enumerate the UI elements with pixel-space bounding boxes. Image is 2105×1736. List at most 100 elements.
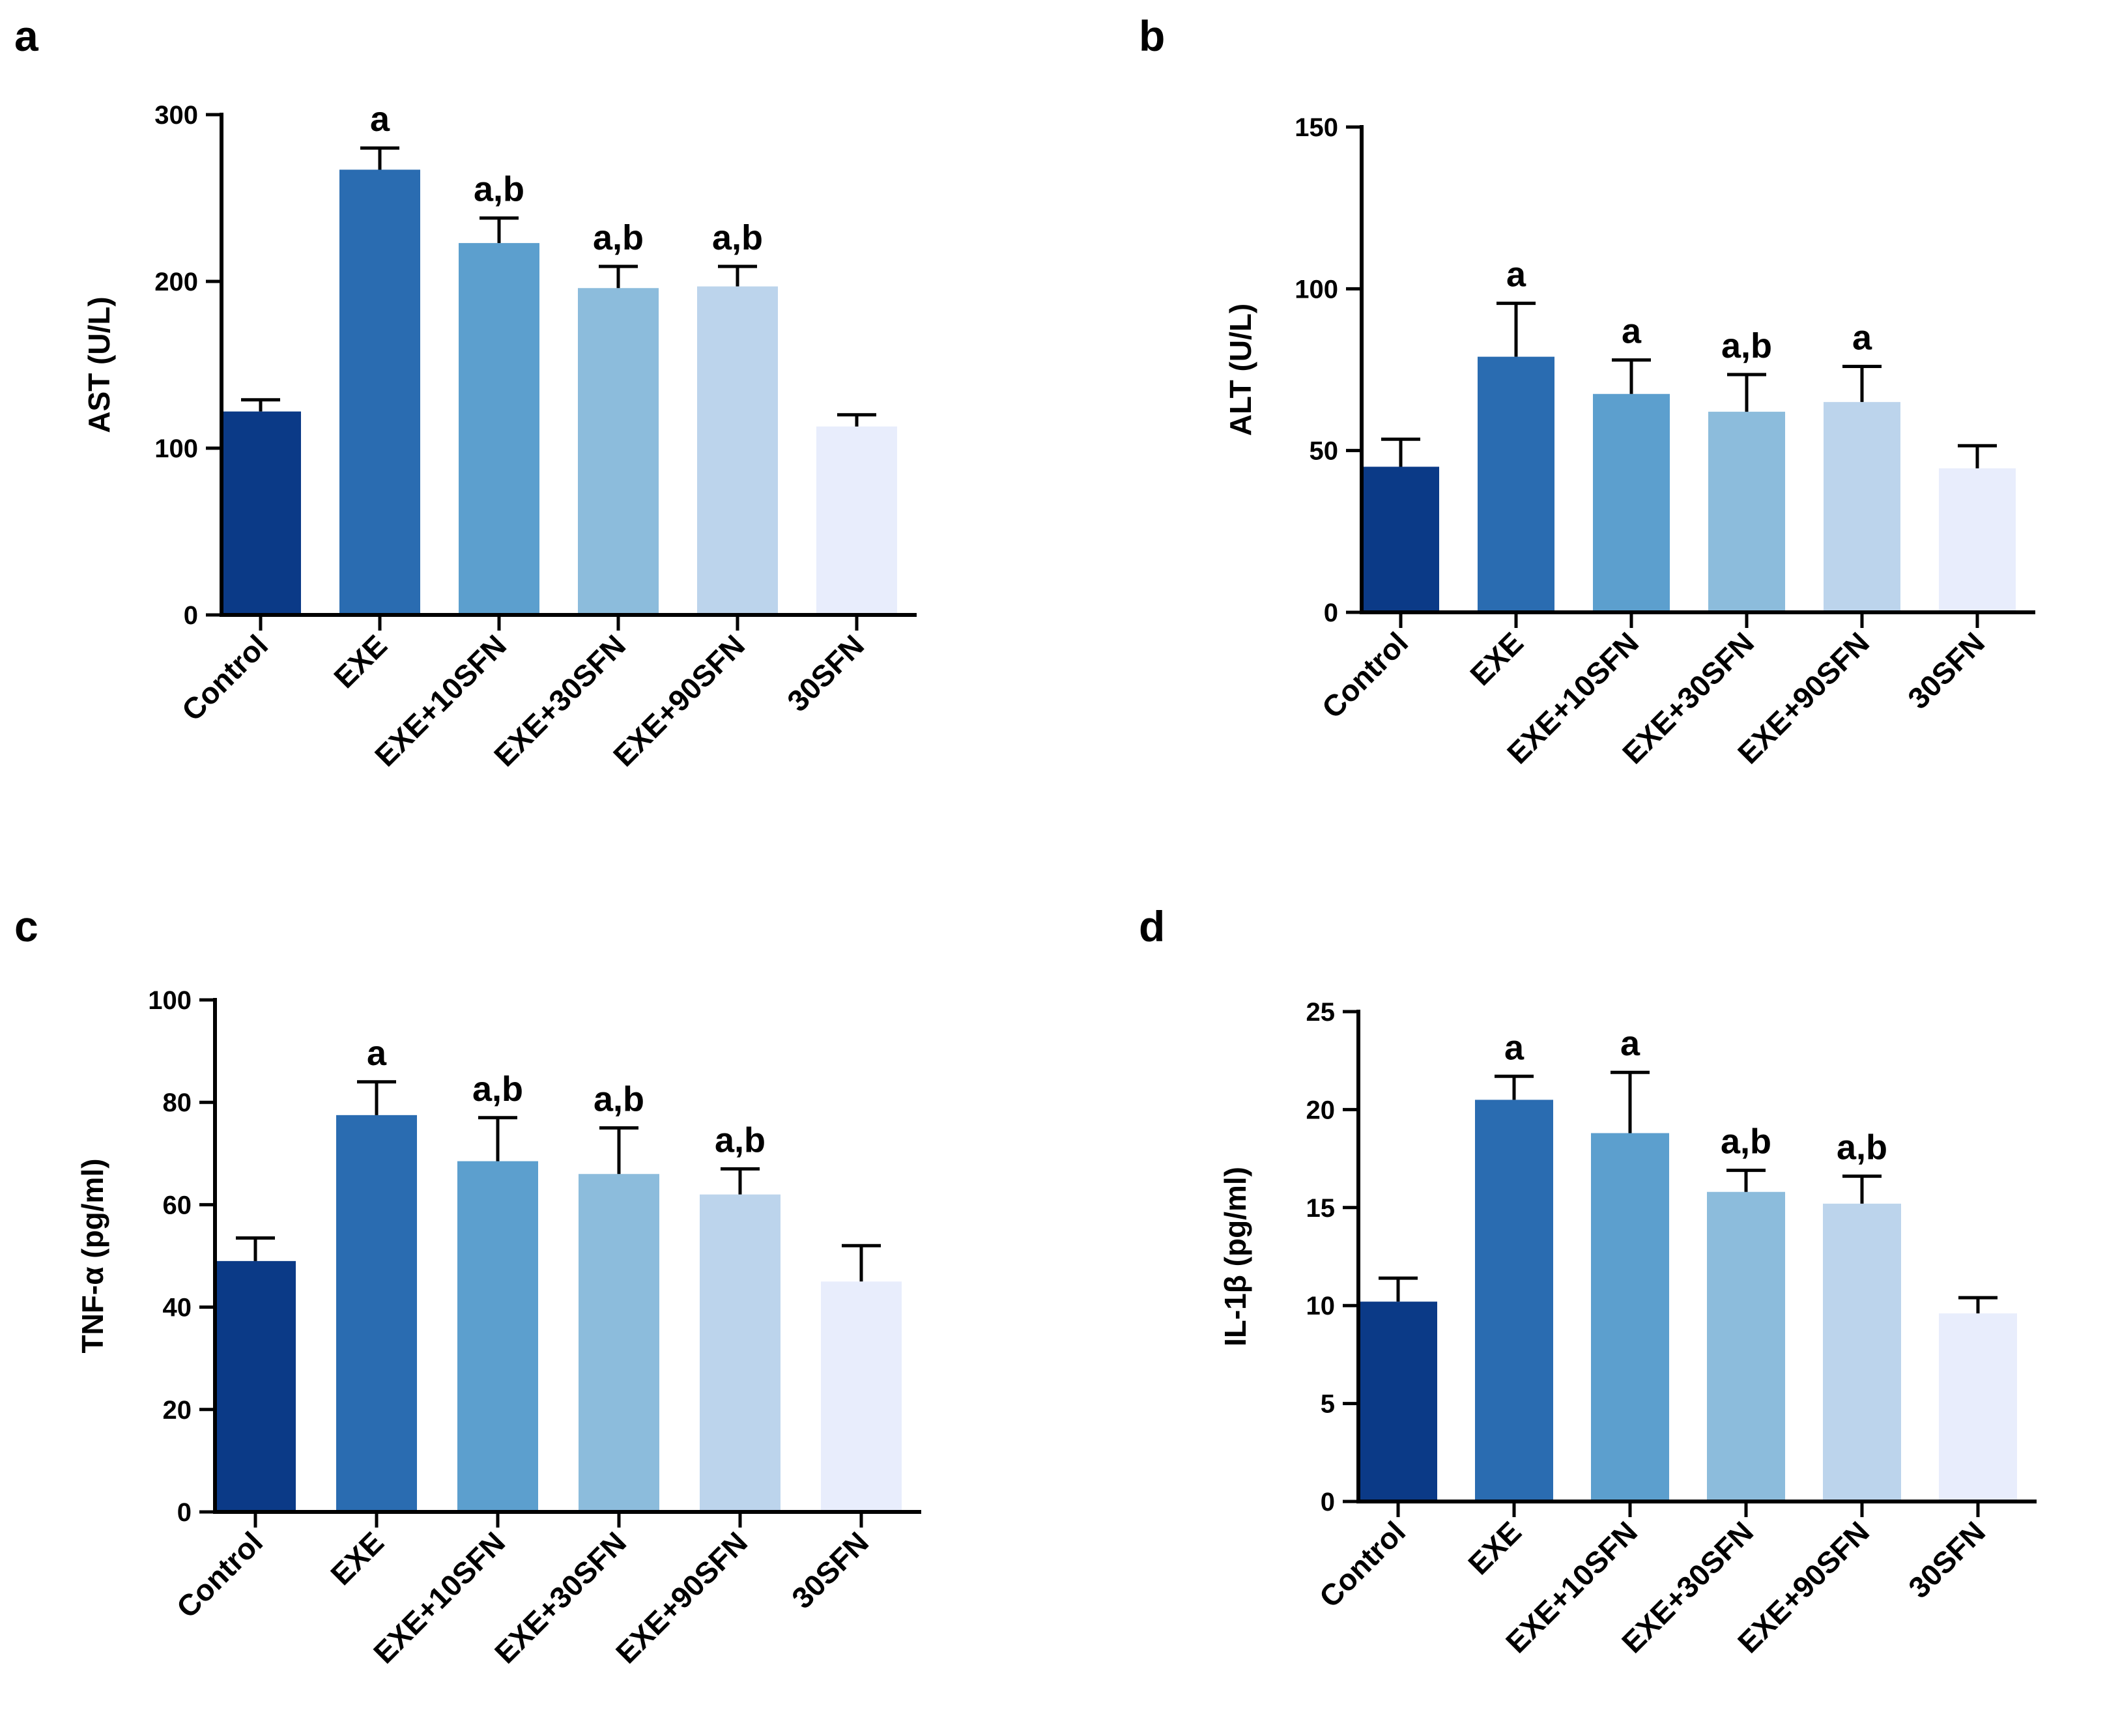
panel-a: a a a,b a,b a,b 0 100 200 300 AST (U/L) Control EX… (14, 12, 917, 773)
panel-letter-a: a (14, 12, 39, 60)
significance-label-c-4: a,b (594, 1080, 644, 1119)
bar-a-1 (220, 411, 301, 615)
y-tick-label-d-1: 5 (1321, 1390, 1335, 1419)
significance-label-a-3: a,b (474, 170, 524, 209)
bar-b-2 (1478, 356, 1554, 612)
significance-label-d-4: a,b (1721, 1122, 1771, 1161)
error-bar-b-6 (1958, 444, 1997, 468)
panel-letter-c: c (14, 902, 38, 950)
y-tick-label-a-3: 300 (154, 101, 198, 130)
bar-b-5 (1824, 402, 1900, 612)
error-bar-c-5 (721, 1167, 760, 1195)
y-tick-label-b-2: 100 (1295, 275, 1338, 304)
y-tick-label-b-1: 50 (1310, 437, 1339, 466)
error-bar-b-1 (1381, 437, 1420, 467)
panel-letter-b: b (1139, 12, 1165, 60)
error-bar-a-2 (360, 146, 399, 170)
y-axis-title-b: ALT (U/L) (1224, 304, 1257, 436)
significance-label-c-5: a,b (715, 1120, 766, 1160)
bar-b-4 (1708, 412, 1785, 612)
bar-b-6 (1939, 468, 2016, 612)
y-tick-label-c-1: 20 (163, 1396, 192, 1425)
y-tick-label-d-0: 0 (1321, 1488, 1335, 1516)
x-tick-label-d-2: EXE (1461, 1515, 1528, 1581)
error-bar-c-6 (842, 1244, 881, 1282)
y-tick-label-c-5: 100 (148, 986, 192, 1015)
x-tick-label-b-1: Control (1315, 625, 1414, 724)
bar-b-3 (1593, 393, 1670, 612)
significance-label-d-5: a,b (1837, 1128, 1887, 1167)
panel-c: c a a,b a,b a,b 0 20 40 60 80 100 TNF-α (pg/ml) Con… (14, 902, 921, 1670)
bar-c-1 (215, 1260, 296, 1512)
error-bar-d-4 (1726, 1169, 1766, 1192)
error-bar-b-2 (1496, 302, 1536, 357)
y-axis-title-c: TNF-α (pg/ml) (76, 1158, 109, 1353)
x-tick-label-c-5: EXE+90SFN (609, 1525, 754, 1670)
y-tick-label-d-2: 10 (1306, 1292, 1336, 1320)
bar-d-1 (1359, 1302, 1437, 1501)
significance-label-b-4: a,b (1721, 326, 1772, 365)
x-tick-label-c-2: EXE (324, 1525, 390, 1591)
panel-d: d a a a,b a,b 0 5 10 15 20 25 IL-1β (pg/ml) Control… (1139, 902, 2037, 1659)
y-tick-label-c-3: 60 (163, 1191, 192, 1219)
x-tick-label-c-1: Control (170, 1525, 269, 1624)
x-tick-label-d-1: Control (1313, 1515, 1412, 1614)
error-bar-c-4 (599, 1126, 638, 1174)
panel-letter-d: d (1139, 902, 1165, 950)
bar-a-6 (816, 426, 897, 615)
significance-label-a-2: a (370, 100, 390, 139)
bar-d-4 (1707, 1191, 1785, 1501)
bar-c-4 (579, 1174, 659, 1512)
error-bar-a-5 (718, 264, 757, 287)
error-bar-a-3 (480, 216, 519, 244)
significance-label-c-3: a,b (472, 1070, 523, 1109)
bar-c-3 (457, 1161, 538, 1512)
y-tick-label-a-0: 0 (184, 601, 198, 630)
bar-a-2 (339, 169, 420, 616)
error-bar-a-4 (599, 264, 638, 289)
y-axis-title-a: AST (U/L) (82, 296, 116, 433)
error-bar-d-6 (1958, 1296, 1998, 1314)
bar-d-6 (1939, 1313, 2017, 1501)
y-tick-label-d-4: 20 (1306, 1096, 1336, 1124)
error-bar-b-3 (1612, 358, 1651, 394)
bar-c-2 (336, 1115, 417, 1512)
error-bar-d-1 (1379, 1276, 1418, 1302)
y-tick-label-c-4: 80 (163, 1089, 192, 1117)
significance-label-d-3: a (1620, 1024, 1640, 1063)
x-tick-label-a-1: Control (175, 628, 274, 727)
y-tick-label-b-0: 0 (1324, 599, 1338, 627)
bar-d-5 (1823, 1203, 1901, 1501)
y-tick-label-a-2: 200 (154, 268, 198, 296)
x-tick-label-d-6: 30SFN (1902, 1515, 1992, 1604)
error-bar-d-5 (1842, 1174, 1882, 1204)
y-tick-label-d-3: 15 (1306, 1194, 1336, 1223)
significance-label-d-2: a (1504, 1028, 1525, 1067)
significance-label-a-4: a,b (593, 218, 644, 257)
significance-label-b-2: a (1506, 255, 1526, 294)
error-bar-a-6 (837, 413, 876, 427)
y-tick-label-a-1: 100 (154, 434, 198, 463)
significance-label-b-3: a (1622, 312, 1642, 351)
y-axis-title-d: IL-1β (pg/ml) (1218, 1167, 1252, 1346)
bar-c-6 (821, 1281, 902, 1512)
significance-label-c-2: a (367, 1034, 387, 1073)
x-tick-label-a-2: EXE (327, 628, 394, 694)
bar-a-3 (459, 243, 539, 615)
significance-label-a-5: a,b (712, 218, 763, 257)
y-tick-label-d-5: 25 (1306, 998, 1336, 1027)
y-tick-label-b-3: 150 (1295, 113, 1338, 142)
bar-b-1 (1362, 466, 1439, 612)
error-bar-d-3 (1611, 1070, 1650, 1133)
error-bar-b-5 (1842, 365, 1882, 403)
error-bar-b-4 (1727, 373, 1766, 412)
y-tick-label-c-2: 40 (163, 1294, 192, 1322)
error-bar-c-2 (357, 1080, 396, 1115)
x-tick-label-b-2: EXE (1463, 625, 1530, 692)
error-bar-c-1 (236, 1236, 275, 1261)
error-bar-a-1 (241, 398, 280, 412)
bar-c-5 (700, 1194, 780, 1512)
significance-label-b-5: a (1852, 319, 1872, 358)
